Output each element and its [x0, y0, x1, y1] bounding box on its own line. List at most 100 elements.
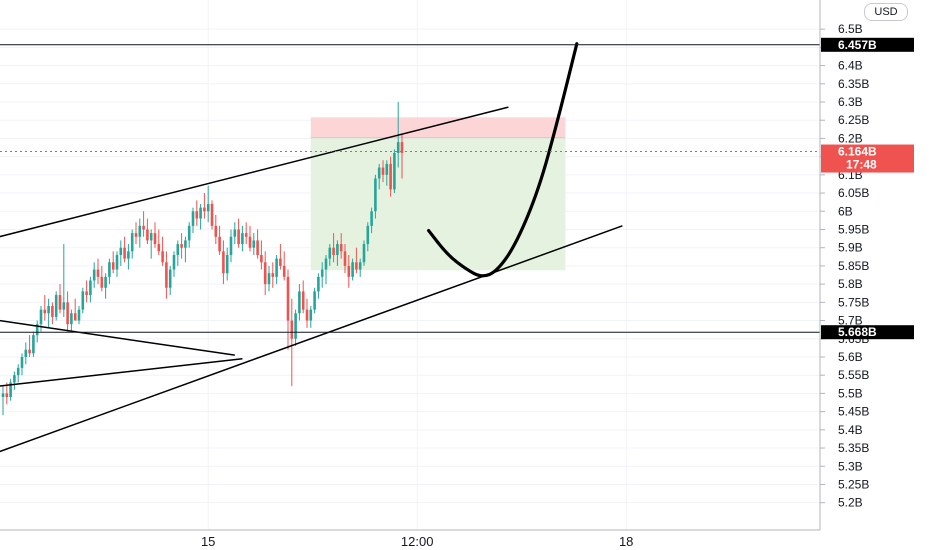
- candle-body: [35, 324, 39, 336]
- price-tick-label: 5.45B: [838, 405, 869, 419]
- time-tick-label: 18: [619, 534, 633, 549]
- candle-body: [290, 320, 294, 339]
- candle-body: [81, 291, 85, 310]
- candle-body: [73, 313, 77, 321]
- candle-body: [358, 262, 362, 270]
- candle-body: [146, 229, 149, 241]
- falling-line-line[interactable]: [0, 319, 235, 356]
- candle-body: [362, 244, 366, 263]
- candle-body: [279, 258, 282, 266]
- candle-body: [286, 276, 290, 321]
- candle-body: [191, 211, 195, 226]
- channel-lower-line[interactable]: [0, 225, 623, 453]
- candle-body: [328, 247, 332, 259]
- time-axis-panel[interactable]: [0, 530, 932, 550]
- drawings[interactable]: [0, 42, 623, 453]
- candle-body: [58, 295, 62, 310]
- time-axis: 15 12:00 18: [201, 534, 633, 549]
- candle-body: [39, 309, 43, 325]
- candle-body: [305, 309, 309, 321]
- candle-body: [309, 309, 313, 321]
- support-price-badge: [821, 325, 914, 340]
- candle-body: [225, 254, 229, 274]
- candle-body: [28, 349, 31, 354]
- price-tick-label: 6.35B: [838, 77, 869, 91]
- price-tick-label: 6.2B: [838, 131, 863, 145]
- price-tick-label: 5.8B: [838, 277, 863, 291]
- candle-body: [343, 251, 347, 266]
- candle-body: [43, 309, 47, 314]
- price-tick-label: 5.85B: [838, 259, 869, 273]
- candle-body: [176, 244, 180, 255]
- position-tool[interactable]: [310, 117, 566, 271]
- candle-body: [161, 251, 164, 263]
- time-tick-label: 15: [201, 534, 215, 549]
- candle-body: [16, 367, 20, 376]
- candle-body: [92, 269, 96, 281]
- price-axis-panel[interactable]: [820, 0, 932, 550]
- price-tick-label: 5.9B: [838, 241, 863, 255]
- currency-label[interactable]: USD: [864, 3, 908, 21]
- candle-body: [100, 276, 104, 288]
- candle-body: [370, 211, 373, 226]
- stop-loss-zone[interactable]: [310, 117, 566, 138]
- price-tick-label: 5.5B: [838, 386, 863, 400]
- candle-body: [180, 244, 183, 248]
- candle-body: [85, 291, 88, 296]
- candle-body: [130, 233, 134, 252]
- candle-body: [275, 258, 278, 277]
- price-tick-label: 5.55B: [838, 368, 869, 382]
- candle-body: [149, 233, 153, 241]
- price-tick-label: 6B: [838, 204, 853, 218]
- candle-body: [13, 375, 16, 383]
- inner-trend-line[interactable]: [0, 358, 243, 387]
- candle-body: [47, 305, 50, 314]
- candle-body: [282, 265, 286, 277]
- candle-body: [165, 262, 168, 288]
- candle-body: [320, 269, 324, 277]
- candle-body: [252, 240, 256, 248]
- candle-body: [400, 142, 404, 153]
- candle-body: [9, 382, 12, 398]
- support-price-label: 5.668B: [838, 325, 877, 339]
- candle-body: [233, 229, 237, 237]
- candle-body: [62, 302, 66, 310]
- price-tick-label: 5.75B: [838, 295, 869, 309]
- candle-body: [32, 335, 35, 354]
- candle-body: [374, 178, 377, 212]
- candle-body: [119, 247, 123, 255]
- price-tick-label: 5.35B: [838, 441, 869, 455]
- candle-body: [123, 247, 126, 259]
- price-tick-label: 5.4B: [838, 423, 863, 437]
- candle-body: [385, 163, 389, 175]
- candle-body: [313, 291, 316, 310]
- candle-countdown-label: 17:48: [846, 158, 877, 172]
- candle-body: [336, 244, 339, 255]
- candle-body: [351, 262, 354, 277]
- candle-body: [389, 163, 392, 190]
- take-profit-zone[interactable]: [310, 137, 566, 271]
- price-tick-label: 6.05B: [838, 186, 869, 200]
- candle-body: [366, 225, 370, 245]
- channel-upper-line[interactable]: [0, 106, 509, 238]
- candle-body: [256, 240, 259, 255]
- projection-curve[interactable]: [427, 42, 579, 278]
- candle-body: [355, 262, 358, 270]
- candle-body: [377, 167, 381, 179]
- candle-body: [237, 229, 240, 245]
- candle-body: [294, 313, 297, 339]
- candle-body: [70, 313, 73, 325]
- price-tick-label: 6.4B: [838, 59, 863, 73]
- candle-body: [263, 262, 267, 285]
- price-tick-label: 5.7B: [838, 314, 863, 328]
- candle-body: [195, 211, 199, 219]
- candle-body: [339, 244, 343, 252]
- candle-body: [96, 269, 100, 277]
- current-price-badge: [821, 144, 914, 173]
- candle-body: [187, 225, 191, 241]
- price-levels: [0, 44, 820, 333]
- candle-body: [142, 225, 145, 230]
- candle-body: [347, 265, 351, 277]
